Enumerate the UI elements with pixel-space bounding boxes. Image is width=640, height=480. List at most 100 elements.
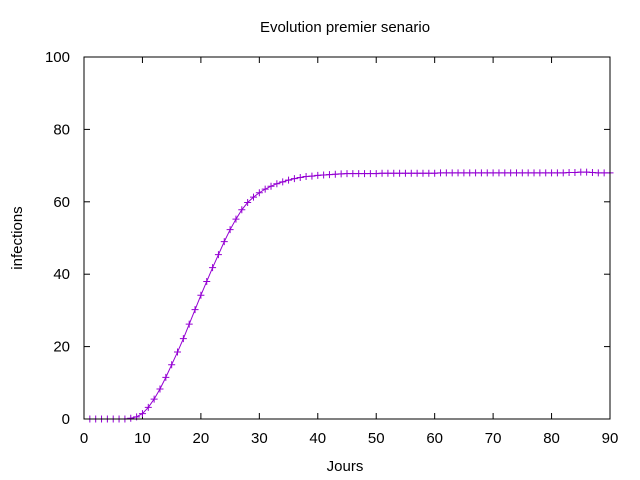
data-point: [285, 176, 293, 184]
data-point: [530, 169, 538, 177]
chart-title: Evolution premier senario: [260, 19, 430, 36]
data-point: [437, 169, 445, 177]
data-point: [191, 306, 199, 314]
data-point: [361, 170, 369, 178]
data-point: [267, 182, 275, 190]
data-point: [302, 172, 310, 180]
data-point: [594, 169, 602, 177]
data-point: [174, 348, 182, 356]
data-point: [349, 170, 357, 178]
data-point: [168, 361, 176, 369]
y-tick-label: 100: [45, 49, 70, 66]
data-point: [273, 180, 281, 188]
data-point: [507, 169, 515, 177]
data-point: [255, 189, 263, 197]
data-series: [86, 168, 614, 423]
data-point: [296, 174, 304, 182]
data-point: [290, 175, 298, 183]
data-point: [588, 168, 596, 176]
x-tick-label: 40: [309, 430, 326, 447]
data-point: [308, 172, 316, 180]
x-tick-label: 50: [368, 430, 385, 447]
x-tick-label: 90: [602, 430, 619, 447]
data-point: [477, 169, 485, 177]
data-point: [407, 169, 415, 177]
data-point: [483, 169, 491, 177]
x-tick-label: 70: [485, 430, 502, 447]
data-point: [431, 169, 439, 177]
data-point: [232, 215, 240, 223]
data-point: [144, 403, 152, 411]
data-point: [425, 169, 433, 177]
data-point: [454, 169, 462, 177]
data-point: [226, 226, 234, 234]
data-point: [249, 193, 257, 201]
data-point: [460, 169, 468, 177]
data-point: [600, 169, 608, 177]
x-tick-label: 20: [193, 430, 210, 447]
data-point: [378, 169, 386, 177]
data-point: [512, 169, 520, 177]
x-axis-label: Jours: [327, 458, 364, 475]
y-tick-label: 40: [53, 266, 70, 283]
data-point: [524, 169, 532, 177]
data-point: [314, 171, 322, 179]
data-point: [518, 169, 526, 177]
data-point: [472, 169, 480, 177]
data-point: [583, 168, 591, 176]
x-tick-label: 30: [251, 430, 268, 447]
y-tick-label: 60: [53, 194, 70, 211]
x-tick-label: 80: [543, 430, 560, 447]
data-point: [559, 169, 567, 177]
data-point: [548, 169, 556, 177]
y-tick-label: 80: [53, 121, 70, 138]
data-point: [501, 169, 509, 177]
data-point: [495, 169, 503, 177]
data-point: [150, 395, 158, 403]
data-point: [244, 199, 252, 207]
data-point: [331, 170, 339, 178]
data-point: [577, 168, 585, 176]
data-point: [466, 169, 474, 177]
data-point: [127, 414, 135, 422]
data-point: [179, 335, 187, 343]
data-point: [220, 238, 228, 246]
data-point: [536, 169, 544, 177]
data-point: [419, 169, 427, 177]
data-point: [413, 169, 421, 177]
data-point: [197, 291, 205, 299]
data-point: [401, 169, 409, 177]
data-point: [214, 251, 222, 259]
data-point: [279, 178, 287, 186]
data-point: [366, 170, 374, 178]
data-point: [571, 168, 579, 176]
data-point: [542, 169, 550, 177]
data-point: [337, 170, 345, 178]
series-line: [89, 171, 610, 420]
data-point: [261, 185, 269, 193]
data-point: [372, 170, 380, 178]
data-point: [343, 170, 351, 178]
data-point: [355, 170, 363, 178]
y-axis-label: infections: [9, 206, 26, 269]
data-point: [384, 169, 392, 177]
data-point: [325, 171, 333, 179]
data-point: [553, 169, 561, 177]
data-point: [448, 169, 456, 177]
x-tick-label: 10: [134, 430, 151, 447]
data-point: [442, 169, 450, 177]
data-point: [390, 169, 398, 177]
x-tick-label: 60: [426, 430, 443, 447]
axis-ticks: 0 10 20 30 40 50 60 70 80 90 0 20 40 60 80 100: [45, 49, 618, 447]
data-point: [238, 206, 246, 214]
data-point: [138, 410, 146, 418]
data-point: [156, 385, 164, 393]
data-point: [489, 169, 497, 177]
data-point: [203, 277, 211, 285]
data-point: [185, 320, 193, 328]
data-point: [209, 264, 217, 272]
data-point: [320, 171, 328, 179]
x-tick-label: 0: [80, 430, 88, 447]
plot-frame: [83, 56, 611, 420]
